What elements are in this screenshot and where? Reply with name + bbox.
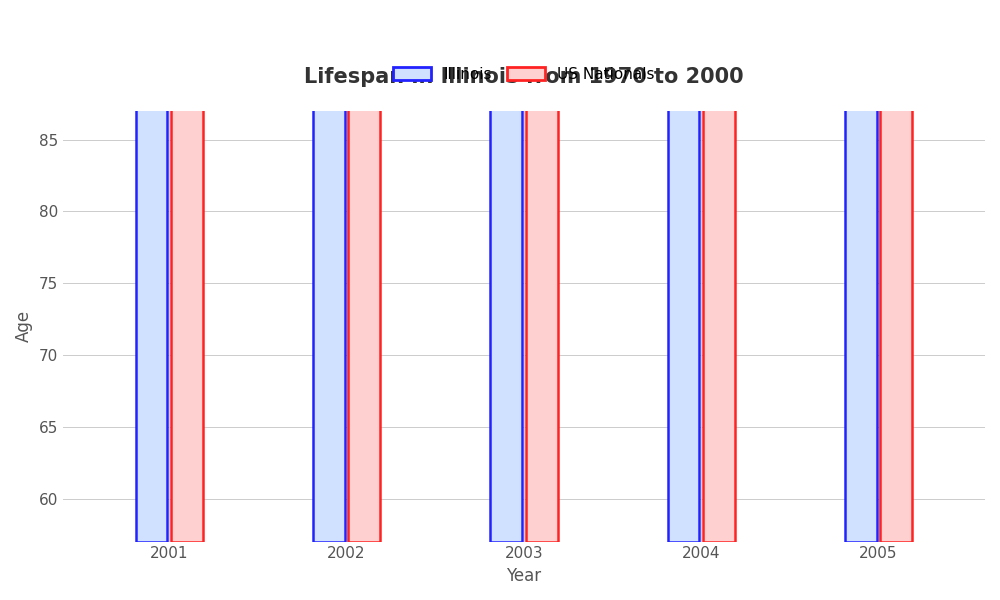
Title: Lifespan in Illinois from 1970 to 2000: Lifespan in Illinois from 1970 to 2000 xyxy=(304,67,744,87)
Bar xyxy=(703,0,735,542)
Bar xyxy=(526,0,558,542)
Bar xyxy=(136,0,167,542)
Bar xyxy=(845,0,877,542)
Bar xyxy=(668,0,699,542)
Legend: Illinois, US Nationals: Illinois, US Nationals xyxy=(393,67,655,82)
Y-axis label: Age: Age xyxy=(15,310,33,342)
X-axis label: Year: Year xyxy=(506,567,541,585)
Bar xyxy=(313,0,345,542)
Bar xyxy=(171,0,203,542)
Bar xyxy=(348,0,380,542)
Bar xyxy=(490,0,522,542)
Bar xyxy=(880,0,912,542)
